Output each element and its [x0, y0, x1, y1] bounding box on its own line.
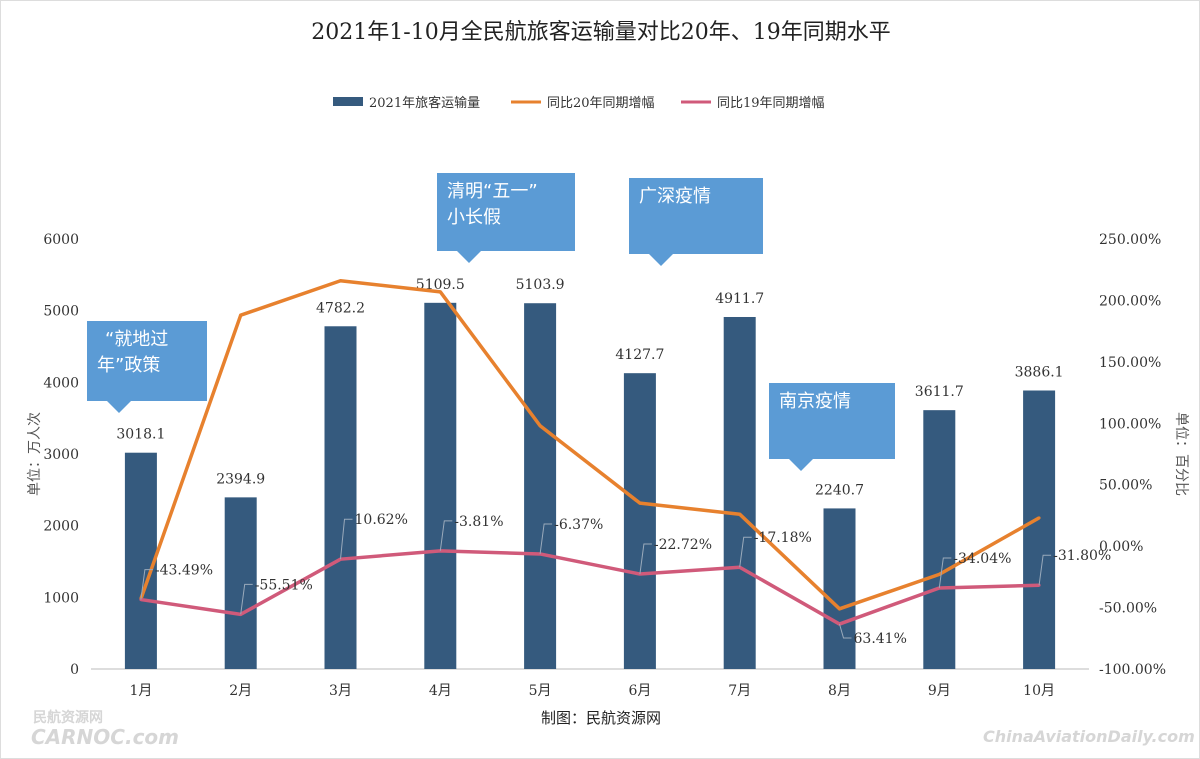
- right-tick-label: 250.00%: [1099, 232, 1161, 248]
- line-value-label: -55.51%: [255, 577, 313, 593]
- data-label-leader: [539, 523, 553, 555]
- bar: [224, 497, 257, 669]
- left-axis-label: 单位：万人次: [27, 412, 43, 496]
- left-tick-label: 6000: [43, 232, 79, 248]
- right-tick-label: 150.00%: [1099, 355, 1161, 371]
- x-tick-label: 3月: [329, 683, 352, 699]
- right-tick-label: -50.00%: [1099, 601, 1157, 617]
- line-value-label: -31.80%: [1053, 548, 1111, 564]
- line-point: [1037, 516, 1041, 520]
- x-tick-label: 4月: [429, 683, 452, 699]
- line-value-label: -34.04%: [953, 551, 1011, 567]
- x-tick-label: 7月: [728, 683, 751, 699]
- right-tick-label: 50.00%: [1099, 478, 1152, 494]
- line-series-2: [140, 549, 1040, 626]
- right-tick-label: 100.00%: [1099, 416, 1161, 432]
- legend-label: 同比20年同期增幅: [547, 96, 655, 111]
- bar-value-label: 3886.1: [1015, 364, 1064, 380]
- legend-label: 2021年旅客运输量: [369, 95, 480, 111]
- data-label-leader: [739, 536, 752, 568]
- line-value-label: -43.49%: [155, 563, 213, 579]
- watermark-carnoc-cn: 民航资源网: [33, 710, 103, 726]
- bar: [723, 316, 756, 669]
- left-tick-label: 4000: [43, 375, 79, 391]
- line-point: [339, 279, 342, 283]
- right-axis-label: 单位：百分比: [1173, 412, 1189, 496]
- bar-value-label: 4127.7: [615, 347, 664, 363]
- bar-value-label: 4911.7: [715, 291, 764, 307]
- bar-value-label: 5103.9: [516, 277, 565, 293]
- x-tick-label: 8月: [828, 683, 851, 699]
- line-point: [538, 424, 542, 428]
- right-tick-label: -100.00%: [1099, 662, 1166, 678]
- data-label-leader: [240, 583, 253, 615]
- x-tick-label: 2月: [229, 683, 252, 699]
- chart-title: 2021年1-10月全民航旅客运输量对比20年、19年同期水平: [311, 20, 890, 45]
- callout-text: 清明“五一”: [447, 181, 538, 202]
- x-tick-label: 5月: [529, 683, 552, 699]
- data-label-leader: [938, 557, 952, 589]
- callout-text: 小长假: [447, 207, 501, 228]
- bar-value-label: 2394.9: [216, 471, 265, 487]
- bar: [524, 303, 557, 669]
- callout-text: 广深疫情: [639, 186, 711, 207]
- left-tick-label: 3000: [43, 447, 79, 463]
- line-value-label: -3.81%: [454, 514, 503, 530]
- line-value-label: 10.62%: [355, 512, 408, 528]
- bar: [823, 508, 856, 669]
- left-tick-label: 2000: [43, 519, 79, 535]
- callout-spring-festival: “就地过 年”政策: [87, 321, 207, 413]
- bar: [324, 326, 357, 669]
- line-series-1: [139, 279, 1040, 611]
- left-tick-label: 5000: [43, 304, 79, 320]
- data-label-leader: [340, 518, 353, 560]
- bar-value-label: 3018.1: [116, 427, 165, 443]
- footer-credit: 制图：民航资源网: [541, 709, 661, 727]
- right-tick-label: 200.00%: [1099, 293, 1161, 309]
- line-point: [638, 501, 642, 505]
- data-label-leader: [839, 623, 852, 639]
- callout-guangshen-outbreak: 广深疫情: [629, 178, 763, 266]
- line-value-label: -17.18%: [754, 530, 812, 546]
- right-tick-label: 0.00%: [1099, 539, 1143, 555]
- bar: [424, 302, 457, 669]
- bar: [923, 410, 956, 669]
- line-point: [738, 512, 742, 516]
- left-tick-label: 0: [70, 662, 79, 678]
- callout-text: “就地过: [105, 329, 169, 350]
- legend: 2021年旅客运输量 同比20年同期增幅 同比19年同期增幅: [333, 95, 825, 111]
- bar-value-label: 4782.2: [316, 300, 365, 316]
- x-tick-label: 9月: [928, 683, 951, 699]
- callout-qingming-mayday: 清明“五一” 小长假: [437, 173, 575, 263]
- x-tick-label: 6月: [628, 683, 651, 699]
- line-value-label: 63.41%: [854, 631, 907, 647]
- x-tick-label: 1月: [129, 683, 152, 699]
- legend-swatch-bar: [333, 97, 363, 106]
- line-point: [937, 572, 941, 576]
- line-point: [438, 290, 442, 294]
- legend-label: 同比19年同期增幅: [717, 96, 825, 111]
- callout-nanjing-outbreak: 南京疫情: [769, 383, 895, 471]
- line-point: [239, 313, 243, 317]
- bar: [623, 373, 656, 669]
- left-tick-label: 1000: [43, 590, 79, 606]
- bar: [1023, 390, 1056, 669]
- bar-value-label: 2240.7: [815, 482, 864, 498]
- data-label-leader: [639, 543, 652, 575]
- line-value-label: -22.72%: [654, 537, 712, 553]
- bar-value-label: 3611.7: [915, 384, 964, 400]
- line-value-label: -6.37%: [554, 517, 603, 533]
- data-label-leader: [1038, 554, 1052, 586]
- watermark-carnoc: CARNOC.com: [31, 725, 180, 749]
- data-label-leader: [439, 520, 453, 551]
- callout-text: 年”政策: [97, 355, 161, 376]
- bar: [124, 452, 157, 669]
- callout-text: 南京疫情: [779, 391, 851, 412]
- watermark-chinaaviationdaily: ChinaAviationDaily.com: [983, 727, 1195, 746]
- data-label-leader: [140, 569, 153, 600]
- x-tick-label: 10月: [1023, 683, 1055, 699]
- line-point: [838, 607, 841, 611]
